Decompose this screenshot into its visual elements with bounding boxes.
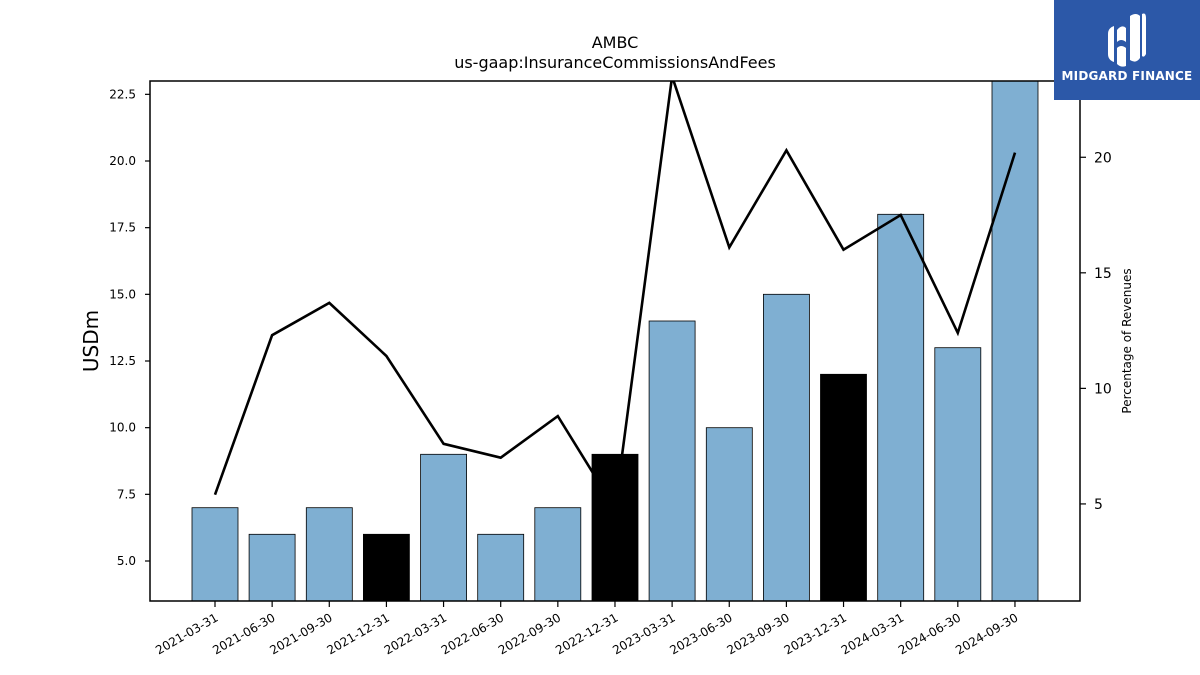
bar-2021-06-30 (248, 533, 296, 602)
bar-2024-09-30 (991, 80, 1039, 602)
bar-2022-12-31 (591, 453, 639, 602)
y-tick-label: 20.0 (109, 154, 136, 168)
y-tick-label: 7.5 (117, 487, 136, 501)
x-tick-label: 2022-12-31 (553, 610, 620, 657)
chart-subtitle: us-gaap:InsuranceCommissionsAndFees (454, 53, 776, 72)
bar-2024-03-31 (877, 213, 925, 602)
bar-2022-06-30 (477, 533, 525, 602)
y2-axis-label: Percentage of Revenues (1120, 268, 1134, 413)
y-tick-label: 5.0 (117, 554, 136, 568)
y-tick-label: 10.0 (109, 421, 136, 435)
midgard-logo-icon (1108, 13, 1146, 67)
x-axis: 2021-03-312021-06-302021-09-302021-12-31… (153, 601, 1021, 657)
bar-2024-06-30 (934, 347, 982, 602)
x-tick-label: 2022-06-30 (439, 610, 506, 657)
bar-2022-03-31 (420, 453, 468, 602)
y2-tick-label: 20 (1094, 150, 1112, 166)
bar-2022-09-30 (534, 507, 582, 602)
chart-title: AMBC (592, 33, 639, 52)
logo-text: MIDGARD FINANCE (1061, 69, 1193, 83)
x-tick-label: 2023-09-30 (724, 610, 791, 657)
x-tick-label: 2024-03-31 (839, 610, 906, 657)
bar-2023-06-30 (705, 427, 753, 602)
x-tick-label: 2022-09-30 (496, 610, 563, 657)
y-tick-label: 12.5 (109, 354, 136, 368)
x-tick-label: 2021-06-30 (210, 610, 277, 657)
x-tick-label: 2022-03-31 (382, 610, 449, 657)
y-tick-label: 22.5 (109, 87, 136, 101)
y2-tick-label: 5 (1094, 497, 1103, 513)
bar-2023-09-30 (763, 293, 810, 602)
bar-2023-12-31 (820, 373, 867, 602)
bar-2021-03-31 (191, 507, 239, 602)
percentage-line (213, 81, 1017, 513)
midgard-logo: MIDGARD FINANCE (1054, 0, 1200, 100)
bar-2021-12-31 (362, 533, 410, 602)
bar-2023-03-31 (648, 320, 696, 602)
bar-2021-09-30 (305, 507, 353, 602)
y-axis-right: 5 10 15 20 (1080, 150, 1112, 513)
x-tick-label: 2024-06-30 (896, 610, 963, 657)
y-axis-label: USDm (79, 310, 103, 372)
y-tick-label: 15.0 (109, 287, 136, 301)
x-tick-label: 2024-09-30 (953, 610, 1020, 657)
y-tick-label: 17.5 (109, 221, 136, 235)
x-tick-label: 2021-09-30 (267, 610, 334, 657)
x-tick-label: 2023-12-31 (782, 610, 849, 657)
x-tick-label: 2021-12-31 (324, 610, 391, 657)
x-tick-label: 2023-03-31 (610, 610, 677, 657)
x-tick-label: 2023-06-30 (667, 610, 734, 657)
y2-tick-label: 15 (1094, 266, 1112, 282)
bars-group (191, 80, 1039, 602)
y2-tick-label: 10 (1094, 381, 1112, 397)
x-tick-label: 2021-03-31 (153, 610, 220, 657)
y-axis-left: 5.0 7.5 10.0 12.5 15.0 17.5 20.0 22.5 (109, 87, 150, 568)
line-group (213, 81, 1017, 513)
